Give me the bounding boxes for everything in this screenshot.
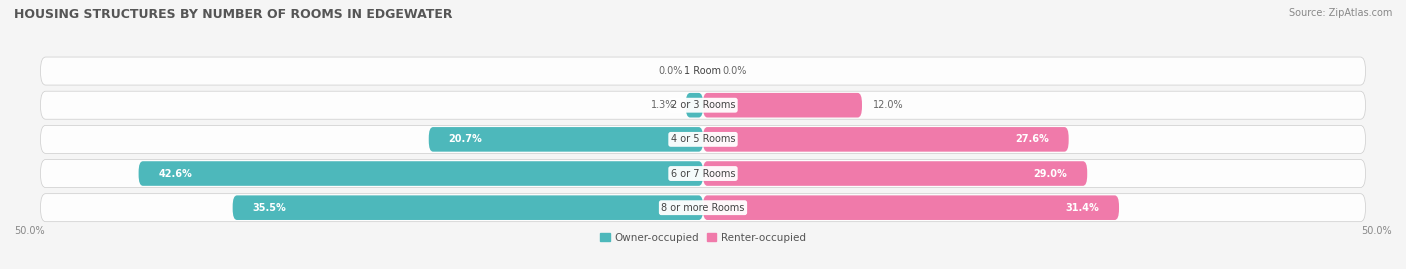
Text: 1.3%: 1.3% [651, 100, 675, 110]
Text: 50.0%: 50.0% [14, 226, 45, 236]
Text: 29.0%: 29.0% [1033, 168, 1067, 179]
FancyBboxPatch shape [41, 160, 1365, 187]
FancyBboxPatch shape [41, 57, 1365, 85]
Text: 42.6%: 42.6% [159, 168, 193, 179]
Text: 12.0%: 12.0% [873, 100, 903, 110]
Text: 4 or 5 Rooms: 4 or 5 Rooms [671, 134, 735, 144]
FancyBboxPatch shape [703, 161, 1087, 186]
Text: 6 or 7 Rooms: 6 or 7 Rooms [671, 168, 735, 179]
Text: 50.0%: 50.0% [1361, 226, 1392, 236]
Text: 0.0%: 0.0% [659, 66, 683, 76]
FancyBboxPatch shape [703, 127, 1069, 152]
FancyBboxPatch shape [429, 127, 703, 152]
FancyBboxPatch shape [686, 93, 703, 118]
Text: 27.6%: 27.6% [1015, 134, 1049, 144]
Text: 1 Room: 1 Room [685, 66, 721, 76]
Text: 2 or 3 Rooms: 2 or 3 Rooms [671, 100, 735, 110]
FancyBboxPatch shape [703, 93, 862, 118]
FancyBboxPatch shape [139, 161, 703, 186]
FancyBboxPatch shape [41, 194, 1365, 222]
Text: 0.0%: 0.0% [723, 66, 747, 76]
FancyBboxPatch shape [41, 91, 1365, 119]
FancyBboxPatch shape [703, 195, 1119, 220]
Text: 8 or more Rooms: 8 or more Rooms [661, 203, 745, 213]
Legend: Owner-occupied, Renter-occupied: Owner-occupied, Renter-occupied [596, 229, 810, 247]
Text: 35.5%: 35.5% [253, 203, 287, 213]
FancyBboxPatch shape [232, 195, 703, 220]
Text: HOUSING STRUCTURES BY NUMBER OF ROOMS IN EDGEWATER: HOUSING STRUCTURES BY NUMBER OF ROOMS IN… [14, 8, 453, 21]
Text: 20.7%: 20.7% [449, 134, 482, 144]
Text: Source: ZipAtlas.com: Source: ZipAtlas.com [1288, 8, 1392, 18]
Text: 31.4%: 31.4% [1066, 203, 1099, 213]
FancyBboxPatch shape [41, 125, 1365, 153]
